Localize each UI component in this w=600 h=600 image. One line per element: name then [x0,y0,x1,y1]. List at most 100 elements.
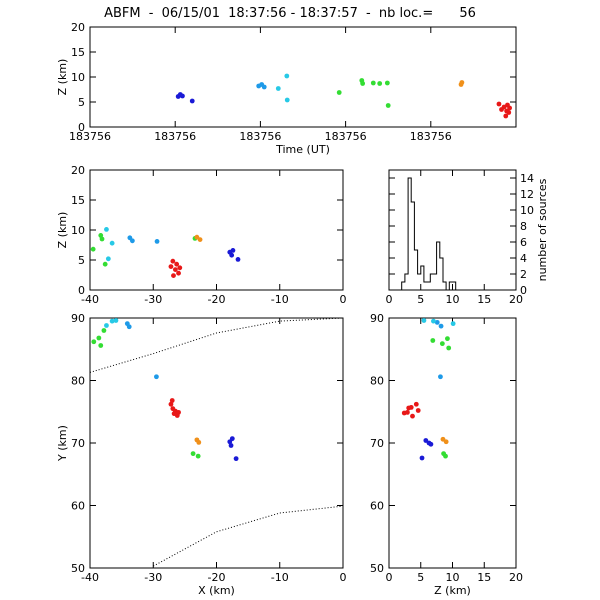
chart-panels: 183756 183756 183756 183756 18375605101520Ti… [56,21,549,597]
y-tick-label: 14 [520,172,534,185]
source-point [177,265,183,271]
x-tick-label: 183756 [410,130,452,143]
source-point [377,81,383,86]
y-tick-label: 10 [520,204,534,217]
y-tick-label: 70 [370,437,384,450]
source-point [443,453,448,459]
title-count-label: nb loc.= [379,6,433,21]
source-point [180,93,185,99]
x-tick-label: 15 [477,293,491,306]
source-point [506,110,512,115]
source-point [168,264,174,269]
source-point [233,456,239,462]
plot-frame [89,317,344,569]
title-date: 06/15/01 [162,6,220,21]
source-point [169,398,175,403]
source-point [370,80,376,86]
source-point [104,227,109,232]
x-tick-label: 183756 [239,130,281,143]
histogram-bar [424,282,427,290]
source-point [124,321,130,327]
source-point [189,98,195,104]
histogram-outline [389,177,516,291]
source-point [99,236,105,242]
source-point [507,105,513,111]
source-point [104,323,109,328]
source-point [91,339,97,345]
source-point [171,273,176,278]
source-point [230,248,236,253]
y-tick-label: 8 [520,220,527,233]
x-tick-label: -20 [208,293,226,306]
x-tick-label: 0 [340,293,347,306]
source-point [446,345,452,351]
range-ring [89,317,344,373]
source-point [195,453,201,459]
source-point [385,103,391,108]
source-point [96,335,102,341]
source-point [275,86,281,91]
source-point [98,343,104,348]
source-point [428,441,434,447]
histogram-bar [440,258,443,290]
source-point [174,261,180,267]
source-point [336,90,342,95]
source-point [496,101,502,107]
source-point [419,455,425,461]
source-point [127,235,133,241]
title-time-range: 18:37:56 - 18:37:57 [228,6,358,21]
source-point [105,256,111,262]
y-tick-label: 2 [520,268,527,281]
source-point [196,439,202,445]
source-point [430,338,436,343]
x-tick-label: 10 [446,293,460,306]
x-axis-label: Time (UT) [275,143,330,156]
x-tick-label: -30 [144,571,162,584]
x-tick-label: 183756 [69,130,111,143]
y-tick-label: 50 [71,562,85,575]
source-point [384,80,390,86]
source-point [445,336,450,342]
histogram-bar [433,274,436,290]
y-tick-label: 20 [71,21,85,34]
y-axis-label: Y (km) [56,425,69,462]
source-point [228,443,234,448]
y-tick-label: 0 [520,284,527,297]
plot-frame [89,26,517,128]
y-tick-label: 0 [78,284,85,297]
y-axis-label: number of sources [536,178,549,281]
y-axis-label: Z (km) [56,59,69,96]
source-point [172,267,178,272]
source-point [113,318,119,323]
y-tick-label: 20 [71,164,85,177]
source-point [431,318,436,324]
x-tick-label: 183756 [154,130,196,143]
source-point [434,319,440,325]
x-tick-label: 0 [340,571,347,584]
source-point [284,73,290,79]
x-tick-label: -20 [208,571,226,584]
y-tick-label: 10 [71,71,85,84]
x-tick-label: -30 [144,293,162,306]
source-point [443,439,449,445]
source-point [284,97,290,103]
x-tick-label: 20 [509,293,523,306]
y-tick-label: 80 [71,375,85,388]
source-point [438,374,443,380]
title-station: ABFM [104,6,141,21]
y-tick-label: 10 [71,224,85,237]
source-point [154,239,160,244]
x-tick-label: -10 [271,571,289,584]
y-tick-label: 15 [71,194,85,207]
x-tick-label: 5 [417,571,424,584]
x-axis-label: Z (km) [434,584,471,597]
y-tick-label: 15 [71,46,85,59]
x-tick-label: 183756 [325,130,367,143]
source-point [102,261,108,267]
source-point [421,318,427,323]
source-point [109,318,115,324]
source-point [235,257,241,262]
panel-z-y: 0 5 10 15 20 50 60 70 80 90 Z (km) [370,312,523,597]
source-point [170,258,176,264]
